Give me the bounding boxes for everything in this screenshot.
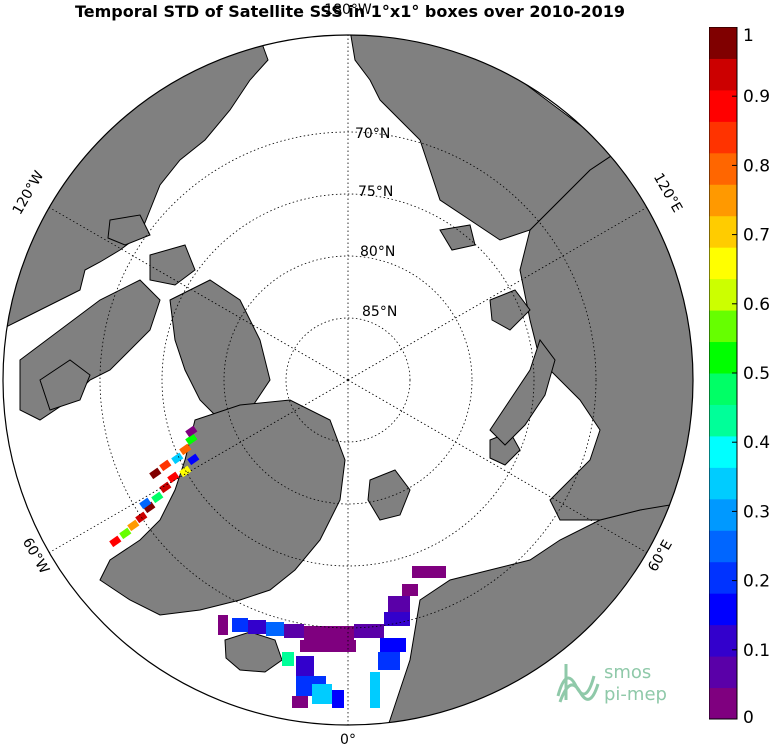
data-box [304,626,354,640]
land-islands-a [149,244,196,286]
graticule [44,35,652,725]
data-box [332,690,344,708]
data-box [232,618,248,632]
data-box [159,459,172,472]
data-box [151,491,164,504]
colorbar-swatch [709,404,737,437]
colorbar-swatch [709,498,737,531]
colorbar-swatch [709,435,737,468]
colorbar-tick-label: 0.9 [743,87,770,107]
data-box [300,640,356,652]
data-box [248,620,266,634]
colorbar-swatch [709,530,737,563]
colorbar-swatch [709,687,737,720]
colorbar-swatch [709,593,737,626]
smos-pi-mep-logo: smos pi-mep [556,662,667,705]
colorbar-tick-label: 0.6 [743,295,770,315]
data-box [296,656,314,676]
colorbar-tick-label: 0.5 [743,364,770,384]
data-box [380,638,406,652]
colorbar: 0 0.1 0.2 0.3 0.4 0.5 0.6 0.7 0.8 0.9 1 [709,27,770,727]
data-box [139,497,152,510]
colorbar-tick-label: 0.4 [743,433,770,453]
colorbar-swatches [709,27,737,720]
colorbar-swatch [709,310,737,343]
colorbar-swatch [709,373,737,405]
data-box [402,584,418,596]
colorbar-swatch [709,656,737,689]
data-box [127,519,140,532]
land-islands-e [489,289,531,331]
data-box [185,425,198,438]
land-svalbard [367,469,411,521]
data-box [378,652,400,670]
data-box [143,501,156,514]
lon-label-180w: 180°W [324,2,372,18]
land-islands-d [439,224,476,251]
data-box [292,696,308,708]
lat-label-80: 80°N [360,244,395,260]
colorbar-swatch [709,121,737,154]
colorbar-swatch [709,27,737,59]
data-box [159,481,172,494]
colorbar-swatch [709,278,737,311]
colorbar-tick-label: 0.2 [743,572,770,592]
colorbar-tick-label: 1 [743,27,754,46]
data-box [187,453,200,466]
std-data-nordic-seas [218,566,446,708]
data-box [119,527,132,540]
land-novaya-zemlya [489,338,556,446]
lon-label-120e: 120°E [650,171,685,216]
colorbar-swatch [709,624,737,657]
colorbar-swatch [709,152,737,185]
wave-icon [556,664,600,703]
colorbar-swatch [709,247,737,280]
data-box [185,433,198,446]
colorbar-tick-label: 0.3 [743,502,770,522]
colorbar-swatch [709,561,737,594]
data-box [282,652,294,666]
colorbar-swatch [709,467,737,500]
colorbar-tick-label: 0.1 [743,641,770,661]
lat-label-75: 75°N [358,184,393,200]
colorbar-tick-label: 0.8 [743,156,770,176]
land-islands-b [107,214,151,246]
colorbar-tick-label: 0 [743,708,754,727]
colorbar-swatch [709,184,737,217]
data-box [384,612,410,626]
data-box [388,596,410,612]
data-box [179,465,192,478]
lat-label-70: 70°N [355,126,390,142]
data-box [149,467,162,480]
data-box [266,622,284,636]
data-box [171,452,184,465]
data-box [218,615,228,635]
lon-label-120w: 120°W [10,168,48,217]
polar-map: 70°N 75°N 80°N 85°N 180°W 0° 120°W 60°W … [2,2,694,746]
colorbar-swatch [709,341,737,374]
map-title: Temporal STD of Satellite SSS in 1°x1° b… [74,2,626,21]
colorbar-ticks: 0 0.1 0.2 0.3 0.4 0.5 0.6 0.7 0.8 0.9 1 [732,27,770,727]
land-greenland [99,399,346,616]
data-box [109,535,122,548]
colorbar-swatch [709,58,737,91]
land-islands-c [39,359,91,411]
colorbar-tick-label: 0.7 [743,226,770,246]
data-box [312,684,332,704]
map-boundary [2,34,694,726]
data-box [354,624,384,638]
data-box [167,471,180,484]
colorbar-swatch [709,215,737,248]
lat-label-85: 85°N [362,304,397,320]
logo-line1: smos [604,662,651,683]
data-box [179,443,192,456]
colorbar-swatch [709,89,737,122]
logo-line2: pi-mep [604,684,667,705]
data-box [412,566,446,578]
lon-label-0: 0° [340,732,356,746]
data-box [284,624,304,638]
data-box [370,672,380,708]
